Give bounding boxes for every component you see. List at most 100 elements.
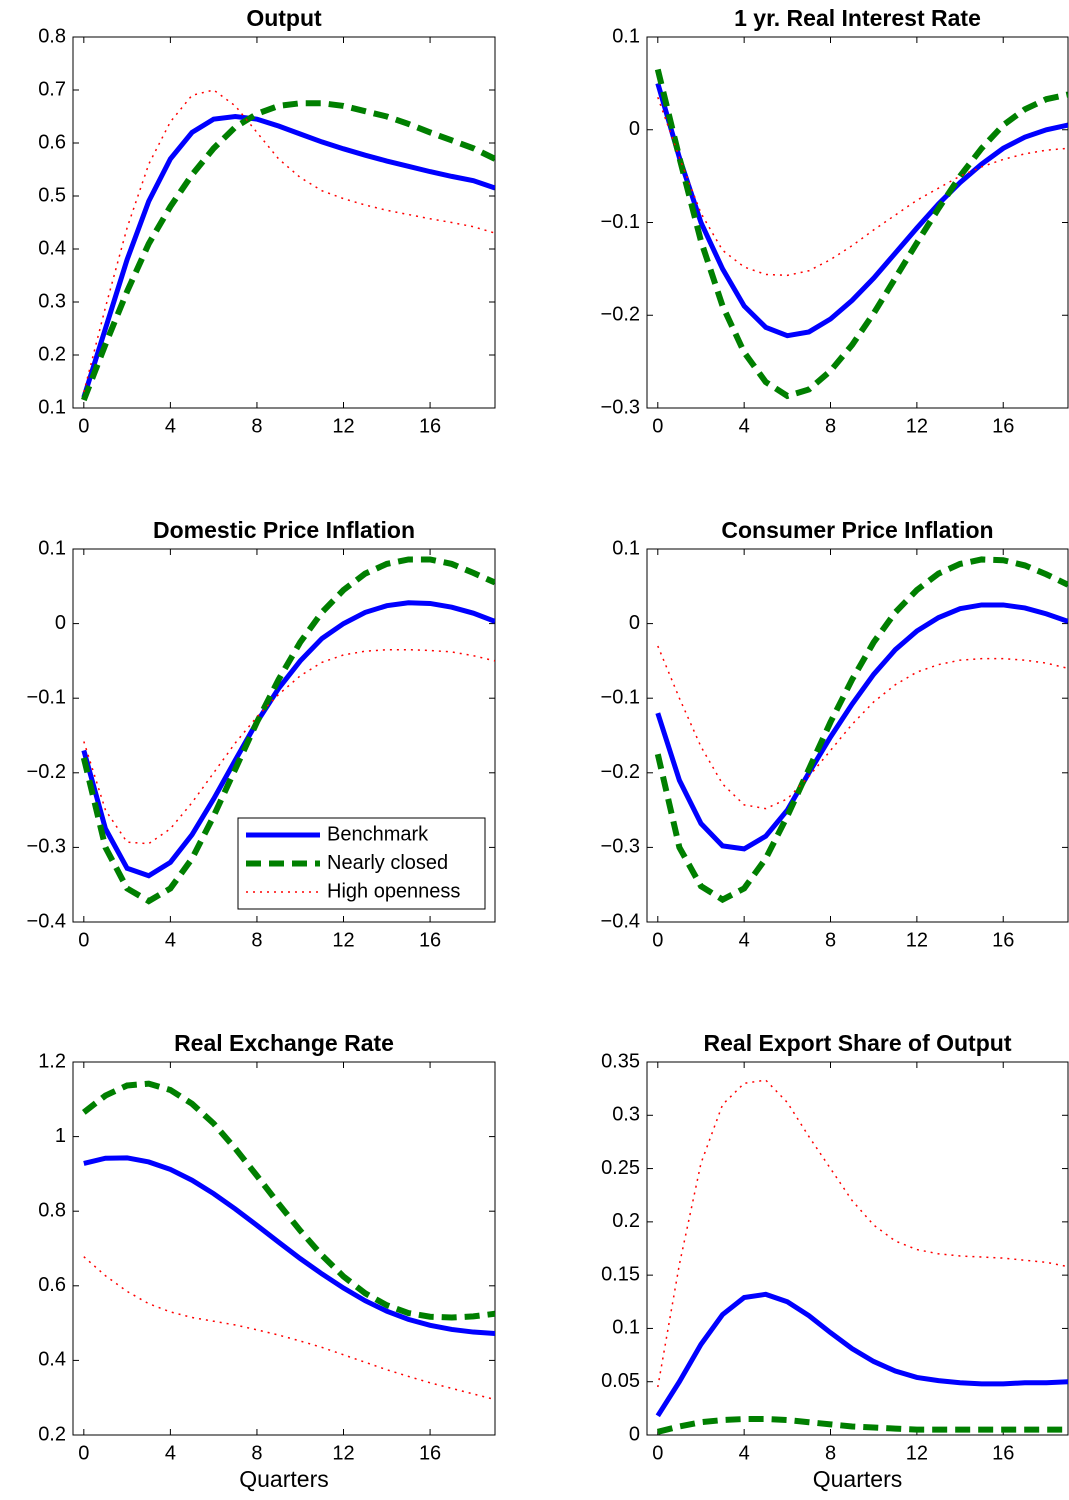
series-line — [83, 1256, 495, 1401]
x-tick-label: 12 — [332, 929, 354, 951]
x-axis-label: Quarters — [239, 1466, 328, 1492]
x-tick-label: 4 — [739, 929, 750, 951]
y-tick-label: 0.1 — [612, 1317, 640, 1339]
y-tick-label: 0.15 — [601, 1263, 640, 1285]
series-line — [83, 648, 495, 845]
series-line — [81, 100, 495, 402]
y-tick-label: 0.6 — [38, 1274, 66, 1296]
legend-label: Benchmark — [327, 823, 429, 845]
x-tick-label: 0 — [78, 929, 89, 951]
plot-area — [646, 36, 1069, 409]
series-line — [655, 82, 1068, 339]
series-line — [83, 89, 495, 393]
y-tick-label: 0.6 — [38, 131, 66, 153]
y-tick-label: 0.2 — [38, 1423, 66, 1445]
y-tick-label: −0.3 — [601, 836, 640, 858]
y-tick-label: 0.4 — [38, 237, 66, 259]
chart-title: Real Exchange Rate — [174, 1030, 394, 1056]
y-tick-label: −0.2 — [601, 304, 640, 326]
y-tick-label: −0.1 — [601, 686, 640, 708]
x-tick-label: 12 — [332, 1442, 354, 1464]
x-tick-label: 4 — [739, 415, 750, 437]
legend-label: High openness — [327, 880, 460, 902]
x-tick-label: 4 — [165, 415, 176, 437]
y-tick-label: −0.3 — [27, 836, 66, 858]
x-tick-label: 16 — [419, 929, 441, 951]
series-line — [83, 1155, 495, 1337]
x-tick-label: 16 — [992, 1442, 1014, 1464]
y-tick-label: 0.05 — [601, 1370, 640, 1392]
y-tick-label: 0.2 — [38, 343, 66, 365]
series-line — [81, 113, 495, 399]
series-line — [81, 600, 495, 879]
x-tick-label: 0 — [652, 929, 663, 951]
y-tick-label: 0 — [55, 612, 66, 634]
plot-area — [72, 36, 496, 409]
y-tick-label: −0.4 — [27, 910, 66, 932]
y-tick-label: 0.5 — [38, 184, 66, 206]
x-tick-label: 16 — [992, 929, 1014, 951]
plot-area — [646, 548, 1069, 923]
x-tick-label: 8 — [825, 929, 836, 951]
y-tick-label: 0.1 — [612, 537, 640, 559]
y-tick-label: −0.1 — [27, 686, 66, 708]
y-tick-label: −0.1 — [601, 211, 640, 233]
chart-title: Domestic Price Inflation — [153, 517, 415, 543]
series-line — [80, 556, 495, 905]
y-tick-label: 0.35 — [601, 1050, 640, 1072]
x-tick-label: 12 — [906, 929, 928, 951]
x-tick-label: 16 — [419, 415, 441, 437]
y-tick-label: 0.3 — [612, 1104, 640, 1126]
chart-title: Output — [246, 5, 322, 31]
x-tick-label: 4 — [165, 929, 176, 951]
x-tick-label: 0 — [652, 1442, 663, 1464]
x-tick-label: 12 — [906, 1442, 928, 1464]
y-tick-label: 0.1 — [612, 25, 640, 47]
series-line — [654, 68, 1068, 400]
x-tick-label: 16 — [419, 1442, 441, 1464]
x-tick-label: 8 — [251, 1442, 262, 1464]
x-tick-label: 8 — [825, 1442, 836, 1464]
x-tick-label: 0 — [78, 415, 89, 437]
chart-title: 1 yr. Real Interest Rate — [734, 5, 981, 31]
series-line — [655, 1291, 1068, 1418]
series-line — [657, 1079, 1068, 1388]
x-tick-label: 0 — [652, 415, 663, 437]
y-tick-label: 0.4 — [38, 1349, 66, 1371]
x-tick-label: 4 — [739, 1442, 750, 1464]
y-tick-label: 0.1 — [38, 396, 66, 418]
y-tick-label: 0.8 — [38, 25, 66, 47]
y-tick-label: 0.3 — [38, 290, 66, 312]
y-tick-label: 1 — [55, 1125, 66, 1147]
chart-title: Real Export Share of Output — [704, 1030, 1012, 1056]
y-tick-label: 0.8 — [38, 1199, 66, 1221]
y-tick-label: 1.2 — [38, 1050, 66, 1072]
y-tick-label: 0 — [629, 612, 640, 634]
y-tick-label: 0 — [629, 118, 640, 140]
series-line — [655, 602, 1068, 852]
y-tick-label: 0.7 — [38, 78, 66, 100]
y-tick-label: −0.2 — [27, 761, 66, 783]
x-tick-label: 8 — [251, 415, 262, 437]
y-tick-label: 0 — [629, 1423, 640, 1445]
y-tick-label: −0.4 — [601, 910, 640, 932]
y-tick-label: 0.25 — [601, 1157, 640, 1179]
x-tick-label: 12 — [906, 415, 928, 437]
series-line — [657, 1416, 1068, 1435]
legend-label: Nearly closed — [327, 852, 448, 874]
x-tick-label: 8 — [251, 929, 262, 951]
x-tick-label: 0 — [78, 1442, 89, 1464]
y-tick-label: 0.2 — [612, 1210, 640, 1232]
x-tick-label: 12 — [332, 415, 354, 437]
x-axis-label: Quarters — [813, 1466, 902, 1492]
x-tick-label: 16 — [992, 415, 1014, 437]
x-tick-label: 8 — [825, 415, 836, 437]
x-tick-label: 4 — [165, 1442, 176, 1464]
series-line — [657, 97, 1068, 277]
y-tick-label: 0.1 — [38, 537, 66, 559]
series-line — [81, 1080, 495, 1321]
chart-title: Consumer Price Inflation — [721, 517, 993, 543]
plot-area — [646, 1061, 1069, 1436]
y-tick-label: −0.2 — [601, 761, 640, 783]
